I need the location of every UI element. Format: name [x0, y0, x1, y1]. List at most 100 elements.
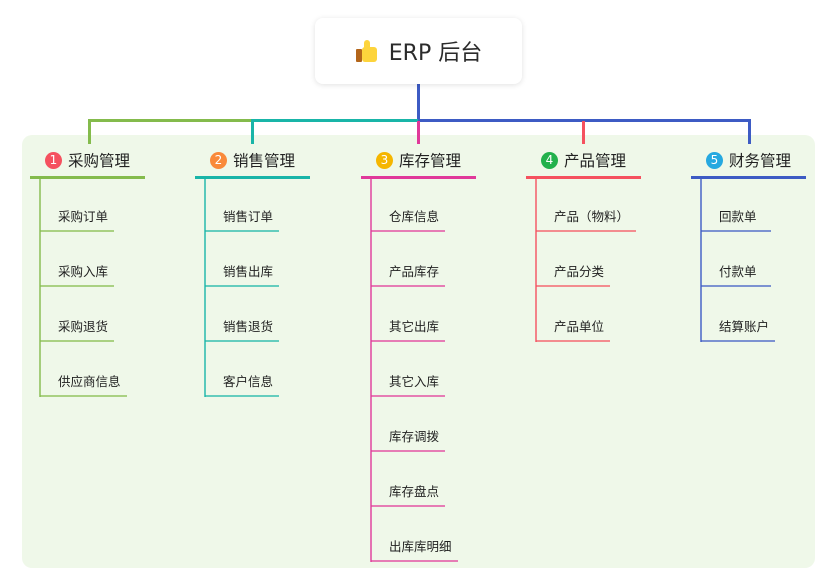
connector	[748, 119, 751, 144]
leaf-item[interactable]: 销售退货	[205, 319, 279, 342]
leaf-label: 产品库存	[389, 264, 440, 279]
leaf-item[interactable]: 回款单	[701, 209, 771, 232]
leaf-item[interactable]: 付款单	[701, 264, 771, 287]
leaf-underline	[536, 285, 610, 287]
branch-header[interactable]: 3 库存管理	[376, 148, 491, 172]
leaf-label: 付款单	[719, 264, 757, 279]
leaf-item[interactable]: 其它入库	[371, 374, 445, 397]
leaf-item[interactable]: 采购订单	[40, 209, 114, 232]
leaf-item[interactable]: 客户信息	[205, 374, 279, 397]
leaf-item[interactable]: 库存调拨	[371, 429, 445, 452]
leaf-label: 库存调拨	[389, 429, 440, 444]
connector	[251, 119, 254, 144]
leaf-underline	[536, 340, 610, 342]
leaf-item[interactable]: 销售订单	[205, 209, 279, 232]
root-title: ERP 后台	[388, 41, 483, 66]
connector	[88, 119, 253, 122]
leaf-underline	[701, 230, 771, 232]
leaf-item[interactable]: 产品（物料）	[536, 209, 636, 232]
branch-label: 财务管理	[729, 152, 792, 170]
leaf-underline	[205, 340, 279, 342]
leaf-label: 其它入库	[389, 374, 440, 389]
branch-3[interactable]: 3 库存管理仓库信息产品库存其它出库其它入库库存调拨库存盘点出库库明细	[361, 148, 491, 562]
number-badge-icon: 3	[376, 151, 393, 169]
leaf-underline	[536, 230, 636, 232]
leaf-label: 采购入库	[58, 264, 109, 279]
leaf-item[interactable]: 仓库信息	[371, 209, 445, 232]
leaf-underline	[40, 340, 114, 342]
leaf-label: 仓库信息	[389, 209, 440, 224]
branch-header[interactable]: 4 产品管理	[541, 148, 656, 172]
branch-spine	[535, 178, 537, 342]
leaf-label: 结算账户	[719, 319, 770, 334]
branch-underline	[30, 176, 145, 179]
branch-label: 采购管理	[68, 152, 131, 170]
leaf-underline	[40, 395, 127, 397]
connector	[417, 121, 420, 144]
branch-header[interactable]: 2 销售管理	[210, 148, 325, 172]
number-badge-icon: 2	[210, 151, 227, 169]
leaf-item[interactable]: 产品分类	[536, 264, 610, 287]
leaf-underline	[701, 340, 775, 342]
leaf-label: 销售退货	[223, 319, 274, 334]
leaf-label: 其它出库	[389, 319, 440, 334]
leaf-underline	[40, 285, 114, 287]
leaf-underline	[40, 230, 114, 232]
connector	[252, 119, 418, 122]
thumbs-up-icon	[355, 39, 379, 63]
leaf-item[interactable]: 产品库存	[371, 264, 445, 287]
branch-spine	[370, 178, 372, 562]
root-node[interactable]: ERP 后台	[315, 18, 522, 84]
leaf-item[interactable]: 结算账户	[701, 319, 775, 342]
branch-2[interactable]: 2 销售管理销售订单销售出库销售退货客户信息	[195, 148, 325, 397]
branch-underline	[526, 176, 641, 179]
branch-label: 库存管理	[399, 152, 462, 170]
branch-underline	[361, 176, 476, 179]
leaf-underline	[701, 285, 771, 287]
leaf-item[interactable]: 库存盘点	[371, 484, 445, 507]
connector	[582, 121, 585, 144]
leaf-underline	[371, 505, 445, 507]
branch-spine	[39, 178, 41, 397]
leaf-item[interactable]: 产品单位	[536, 319, 610, 342]
leaf-underline	[371, 395, 445, 397]
leaf-item[interactable]: 采购退货	[40, 319, 114, 342]
branch-header[interactable]: 5 财务管理	[706, 148, 821, 172]
leaf-underline	[371, 340, 445, 342]
connector	[418, 119, 751, 122]
mindmap-background	[22, 135, 815, 568]
leaf-item[interactable]: 供应商信息	[40, 374, 127, 397]
connector	[417, 84, 420, 121]
branch-underline	[691, 176, 806, 179]
branch-5[interactable]: 5 财务管理回款单付款单结算账户	[691, 148, 821, 342]
branch-label: 销售管理	[233, 152, 296, 170]
branch-underline	[195, 176, 310, 179]
leaf-label: 采购订单	[58, 209, 109, 224]
leaf-item[interactable]: 销售出库	[205, 264, 279, 287]
leaf-item[interactable]: 其它出库	[371, 319, 445, 342]
number-badge-icon: 4	[541, 151, 558, 169]
branch-1[interactable]: 1 采购管理采购订单采购入库采购退货供应商信息	[30, 148, 160, 397]
leaf-label: 销售出库	[223, 264, 274, 279]
leaf-label: 出库库明细	[389, 539, 452, 554]
branch-4[interactable]: 4 产品管理产品（物料） 产品分类产品单位	[526, 148, 656, 342]
number-badge-icon: 5	[706, 151, 723, 169]
number-badge-icon: 1	[45, 151, 62, 169]
leaf-item[interactable]: 采购入库	[40, 264, 114, 287]
leaf-underline	[371, 560, 458, 562]
leaf-underline	[205, 285, 279, 287]
branch-header[interactable]: 1 采购管理	[45, 148, 160, 172]
leaf-label: 库存盘点	[389, 484, 440, 499]
leaf-label: 销售订单	[223, 209, 274, 224]
leaf-label: 回款单	[719, 209, 757, 224]
leaf-label: 产品（物料）	[554, 209, 630, 224]
leaf-underline	[205, 395, 279, 397]
leaf-item[interactable]: 出库库明细	[371, 539, 458, 562]
leaf-underline	[371, 230, 445, 232]
branch-spine	[204, 178, 206, 397]
leaf-label: 产品分类	[554, 264, 605, 279]
leaf-label: 采购退货	[58, 319, 109, 334]
connector	[88, 119, 91, 144]
branch-label: 产品管理	[564, 152, 627, 170]
leaf-label: 客户信息	[223, 374, 274, 389]
